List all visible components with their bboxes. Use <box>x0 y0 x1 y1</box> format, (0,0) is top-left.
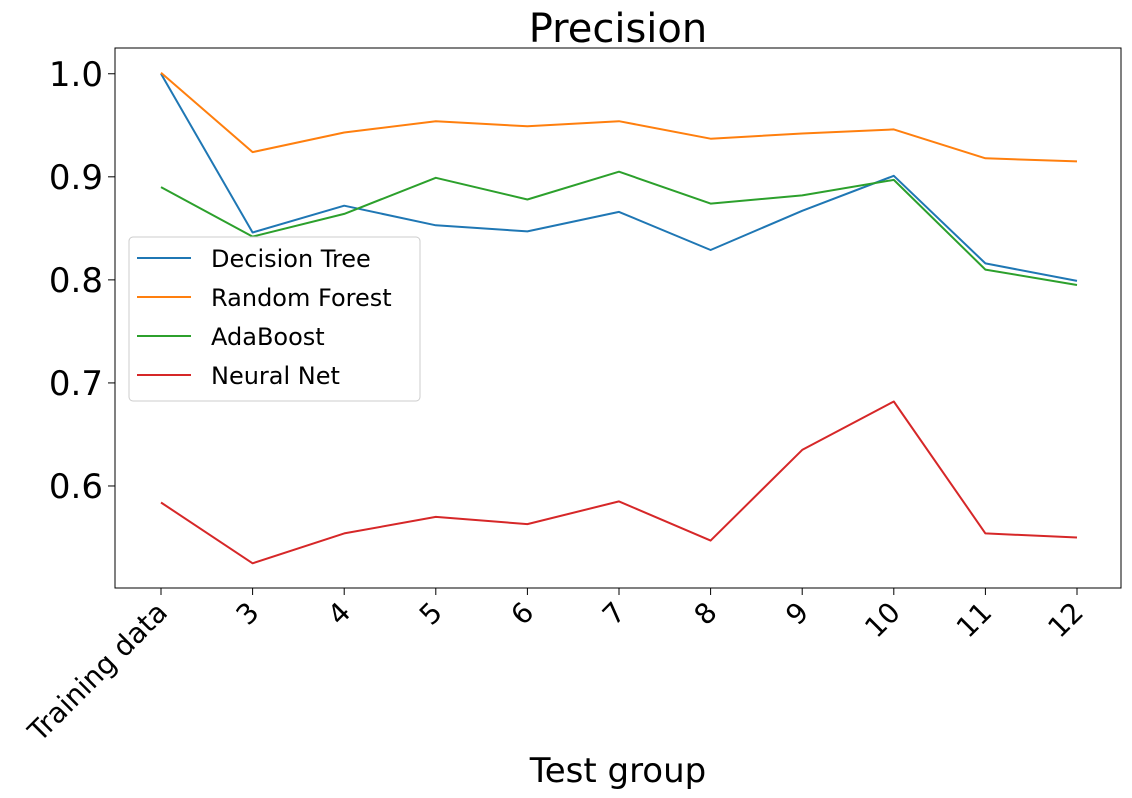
x-tick-label: Training data <box>21 596 174 749</box>
x-tick-label: 4 <box>321 596 357 632</box>
legend-label: Decision Tree <box>211 245 371 273</box>
x-tick-label: 5 <box>413 596 449 632</box>
legend-label: Neural Net <box>211 362 340 390</box>
x-tick-label: 11 <box>950 596 999 645</box>
x-axis-label: Test group <box>529 751 707 791</box>
x-tick-label: 3 <box>230 596 266 632</box>
y-tick-label: 0.9 <box>49 158 103 198</box>
y-tick-label: 0.6 <box>49 467 103 507</box>
legend: Decision Tree Random Forest AdaBoost Neural… <box>128 236 421 402</box>
x-tick-label: 7 <box>596 596 632 632</box>
legend-box <box>128 236 421 402</box>
series-line-neural-net <box>160 400 1078 565</box>
series-line-decision-tree <box>160 73 1078 282</box>
x-tick-label: 9 <box>779 596 815 632</box>
x-tick-label: 10 <box>858 596 907 645</box>
x-tick-label: 8 <box>688 596 724 632</box>
chart-title: Precision <box>529 6 707 52</box>
series-line-random-forest <box>160 71 1078 163</box>
y-tick-label: 0.7 <box>49 364 103 404</box>
legend-label: Random Forest <box>211 284 392 312</box>
x-tick-label: 12 <box>1041 596 1090 645</box>
y-tick-label: 0.8 <box>49 261 103 301</box>
series-line-adaboost <box>160 170 1078 286</box>
legend-label: AdaBoost <box>211 323 325 351</box>
x-tick-label: 6 <box>504 596 540 632</box>
plot-frame <box>114 47 1122 589</box>
y-tick-label: 1.0 <box>49 55 103 95</box>
